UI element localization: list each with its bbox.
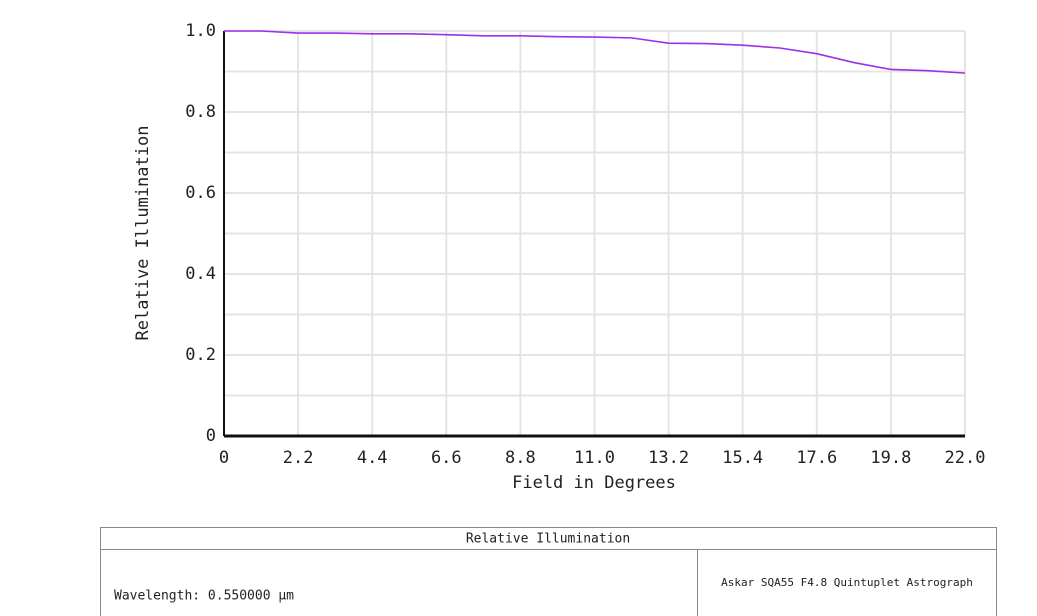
x-tick-label: 15.4 xyxy=(722,448,763,468)
grid xyxy=(223,30,966,437)
x-axis-label: Field in Degrees xyxy=(512,473,676,493)
x-tick-label: 4.4 xyxy=(357,448,388,468)
info-box xyxy=(100,527,997,616)
info-left: Wavelength: 0.550000 µm xyxy=(114,589,294,604)
x-tick-label: 17.6 xyxy=(796,448,837,468)
x-tick-label: 19.8 xyxy=(870,448,911,468)
x-tick-label: 0 xyxy=(219,448,229,468)
info-title: Relative Illumination xyxy=(466,532,630,547)
y-tick-label: 0.8 xyxy=(185,102,216,122)
y-tick-label: 0 xyxy=(206,426,216,446)
x-tick-label: 8.8 xyxy=(505,448,536,468)
y-tick-label: 0.4 xyxy=(185,264,216,284)
y-tick-label: 1.0 xyxy=(185,21,216,41)
data-line xyxy=(224,30,966,74)
info-right: Askar SQA55 F4.8 Quintuplet Astrograph xyxy=(721,576,973,589)
x-tick-label: 13.2 xyxy=(648,448,689,468)
x-tick-label: 11.0 xyxy=(574,448,615,468)
y-axis-label: Relative Illumination xyxy=(133,126,153,341)
x-tick-label: 6.6 xyxy=(431,448,462,468)
y-tick-label: 0.2 xyxy=(185,345,216,365)
x-tick-label: 22.0 xyxy=(945,448,986,468)
x-tick-label: 2.2 xyxy=(283,448,314,468)
y-tick-label: 0.6 xyxy=(185,183,216,203)
